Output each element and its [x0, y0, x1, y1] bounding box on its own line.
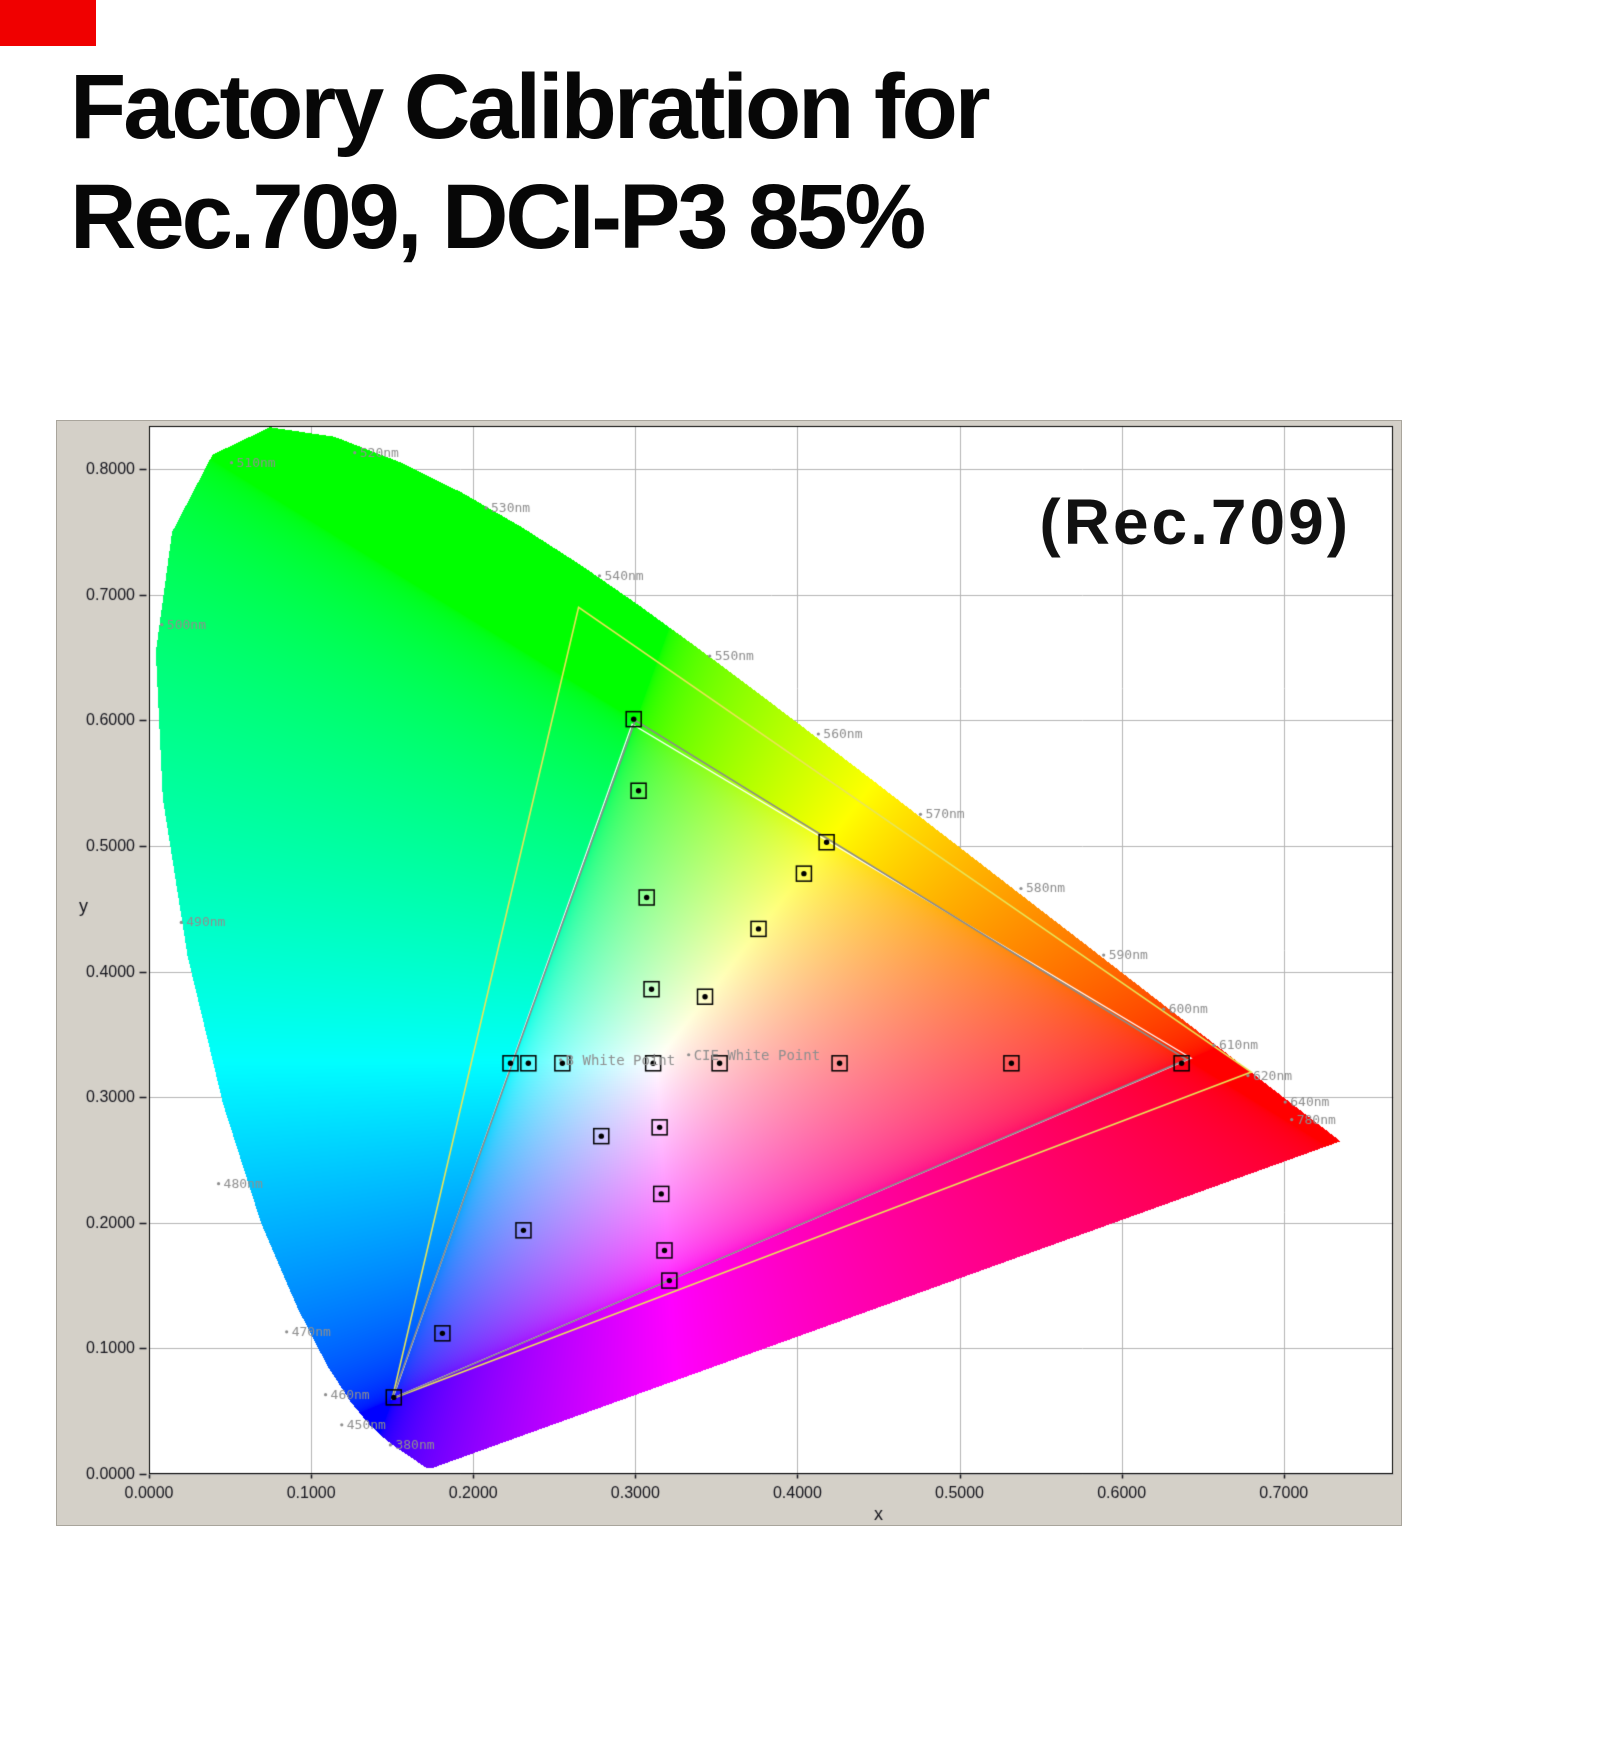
chromaticity-canvas [57, 421, 1401, 1525]
page-title-line-1: Factory Calibration for [70, 56, 991, 158]
red-banner [0, 0, 96, 46]
gamut-annotation: (Rec.709) [1039, 486, 1351, 558]
chromaticity-figure-panel: (Rec.709) [56, 420, 1402, 1526]
page-title: Factory Calibration for Rec.709, DCI-P3 … [70, 52, 991, 273]
page-title-line-2: Rec.709, DCI-P3 85% [70, 166, 926, 269]
